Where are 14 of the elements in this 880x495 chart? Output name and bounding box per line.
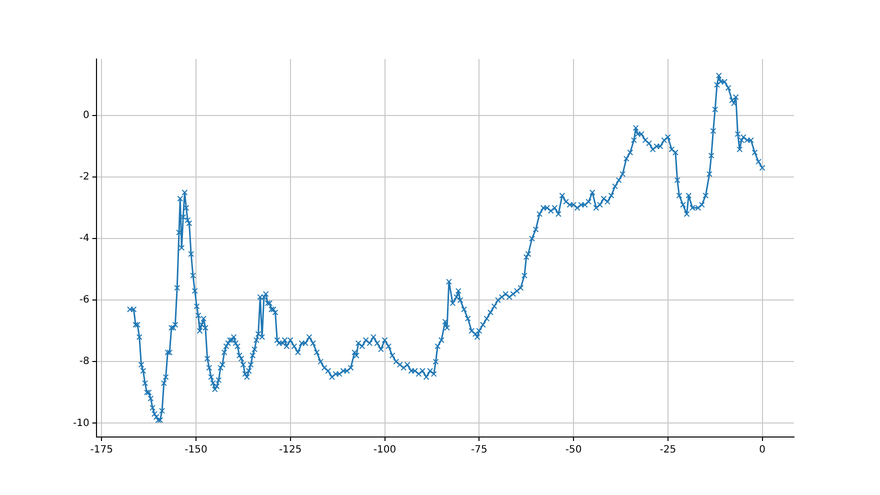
y-tick-label: -4 [79,233,90,244]
y-tick-label: -10 [72,418,90,429]
y-tick-label: -2 [79,172,90,183]
x-tick-label: -125 [279,444,302,456]
x-tick-label: -25 [660,444,676,456]
x-tick-label: 0 [759,444,766,456]
y-tick-label: 0 [82,110,90,122]
x-tick-label: -175 [90,444,113,456]
x-tick-label: -100 [373,444,396,456]
x-tick-label: -50 [565,444,582,456]
x-tick-label: -150 [184,444,208,456]
y-tick-label: -6 [79,294,90,306]
x-tick-label: -75 [470,444,488,456]
y-tick-label: -8 [79,356,90,368]
